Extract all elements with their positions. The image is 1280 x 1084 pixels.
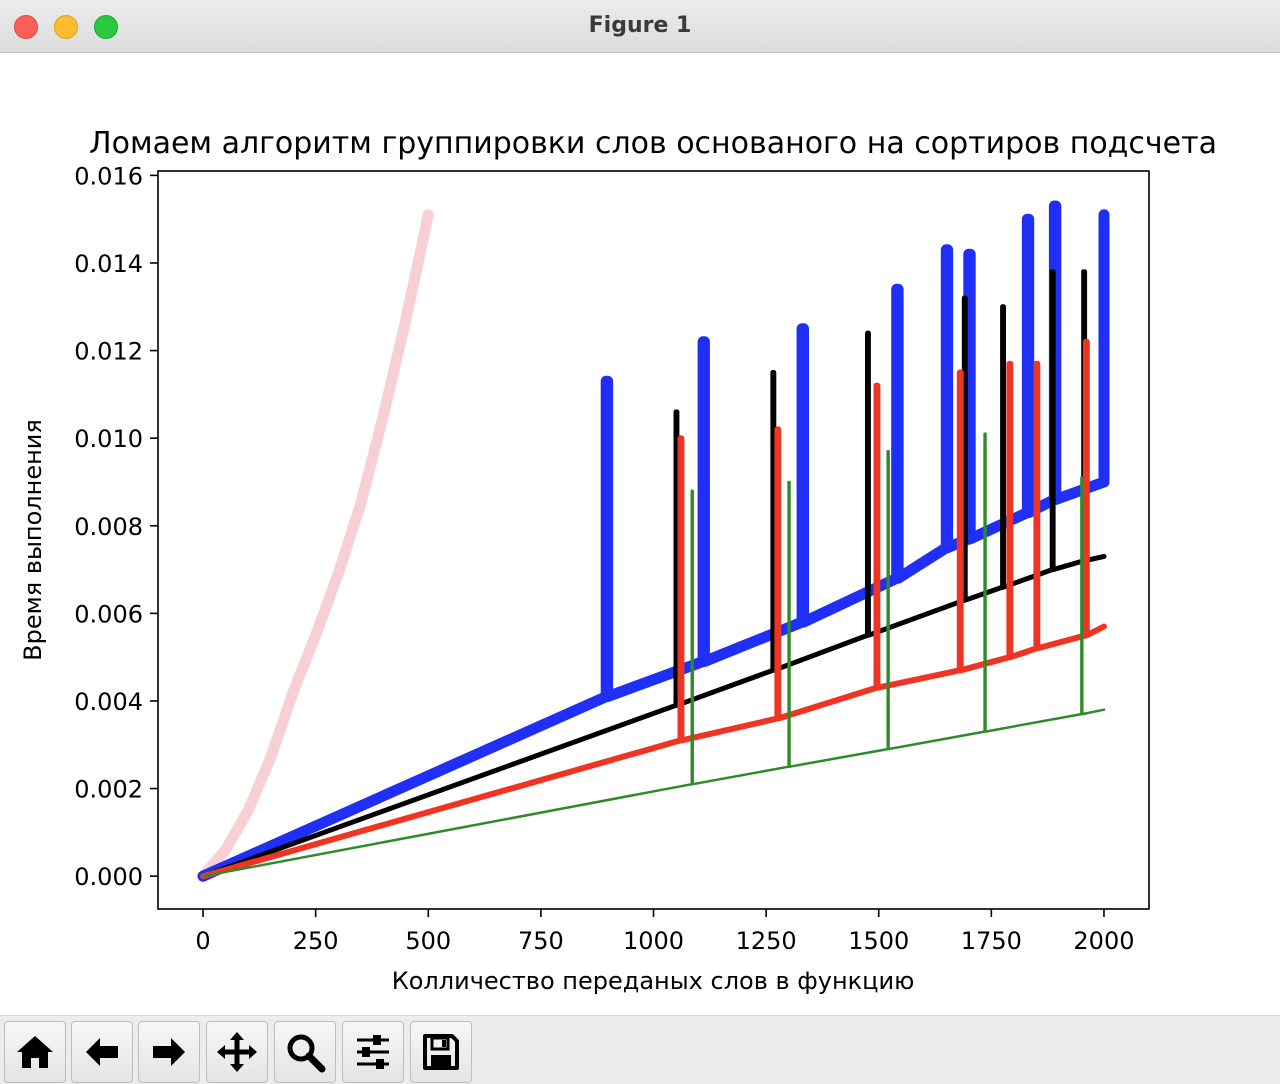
y-axis-label: Время выполнения [19,419,47,661]
arrow-right-icon [153,1038,185,1066]
window-title: Figure 1 [588,13,692,38]
zoom-button[interactable] [274,1021,336,1083]
configure-subplots-button[interactable] [342,1021,404,1083]
chart-title: Ломаем алгоритм группировки слов основан… [89,126,1217,161]
x-tick-label: 1750 [961,927,1022,955]
series-line-1 [197,209,434,882]
minimize-window-button[interactable] [54,15,78,39]
y-tick-label: 0.016 [74,162,143,190]
y-tick-label: 0.010 [74,425,143,453]
y-tick-label: 0.000 [74,863,143,891]
y-tick-label: 0.002 [74,776,143,804]
window-titlebar: Figure 1 [0,0,1280,53]
home-icon [17,1036,53,1068]
series-line-4 [200,338,1107,880]
x-tick-label: 1500 [848,927,909,955]
series-line-5 [201,432,1106,878]
x-tick-label: 500 [405,927,451,955]
series-layer [197,200,1110,882]
close-window-button[interactable] [14,15,38,39]
floppy-disk-icon [423,1034,459,1070]
chart: Ломаем алгоритм группировки слов основан… [19,126,1217,995]
x-axis: 0 250 500 750 1000 1250 1500 1750 2000 [195,909,1134,955]
y-axis: 0.000 0.002 0.004 0.006 0.008 0.010 0.012 0.014… [74,162,158,891]
arrow-left-icon [86,1038,118,1066]
x-tick-label: 250 [293,927,339,955]
x-tick-label: 750 [518,927,564,955]
home-button[interactable] [4,1021,66,1083]
x-axis-label: Колличество переданых слов в функцию [392,967,915,995]
series-line-2 [197,200,1110,882]
pan-button[interactable] [206,1021,268,1083]
save-button[interactable] [410,1021,472,1083]
y-tick-label: 0.008 [74,513,143,541]
move-icon [217,1032,257,1072]
y-tick-label: 0.004 [74,688,143,716]
back-button[interactable] [71,1021,133,1083]
maximize-window-button[interactable] [94,15,118,39]
sliders-icon [357,1035,389,1069]
y-tick-label: 0.012 [74,338,143,366]
x-tick-label: 2000 [1073,927,1134,955]
magnifier-icon [287,1034,326,1073]
y-tick-label: 0.014 [74,250,143,278]
x-tick-label: 1000 [623,927,684,955]
x-tick-label: 1250 [736,927,797,955]
forward-button[interactable] [138,1021,200,1083]
figure-canvas: Ломаем алгоритм группировки слов основан… [0,54,1280,1015]
y-tick-label: 0.006 [74,600,143,628]
x-tick-label: 0 [195,927,210,955]
series-line-3 [200,269,1107,879]
navigation-toolbar [0,1015,1280,1084]
